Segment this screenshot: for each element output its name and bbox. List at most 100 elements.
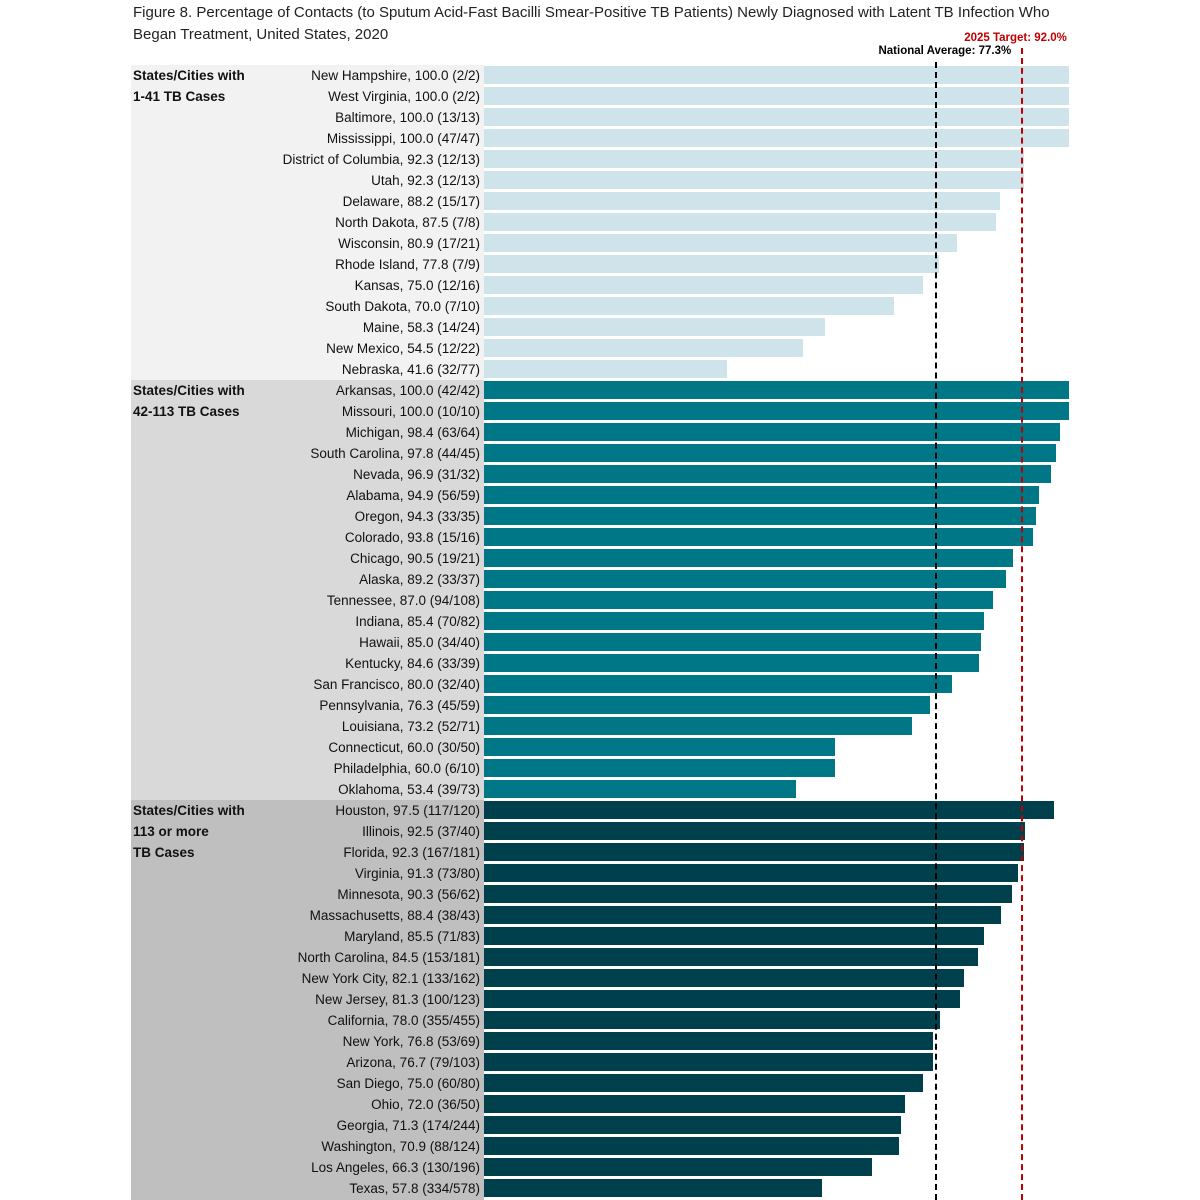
- group-label: States/Cities with: [133, 803, 245, 818]
- bar: [484, 549, 1014, 567]
- bar: [484, 150, 1024, 168]
- category-label: Ohio, 72.0 (36/50): [371, 1097, 480, 1112]
- group-label: 1-41 TB Cases: [133, 89, 226, 104]
- category-label: Wisconsin, 80.9 (17/21): [338, 236, 480, 251]
- category-label: Massachusetts, 88.4 (38/43): [309, 908, 480, 923]
- category-label: South Carolina, 97.8 (44/45): [310, 446, 480, 461]
- category-label: Houston, 97.5 (117/120): [335, 803, 480, 818]
- bar: [484, 129, 1069, 147]
- category-label: West Virginia, 100.0 (2/2): [328, 89, 480, 104]
- bar: [484, 381, 1069, 399]
- bar: [484, 633, 982, 651]
- category-label: Kansas, 75.0 (12/16): [354, 278, 480, 293]
- bar: [484, 759, 835, 777]
- bar: [484, 1158, 872, 1176]
- bar: [484, 1074, 923, 1092]
- group-panel: States/Cities with 113 or more TB Cases: [131, 800, 484, 1200]
- category-label: Illinois, 92.5 (37/40): [362, 824, 480, 839]
- category-label: Washington, 70.9 (88/124): [321, 1139, 480, 1154]
- category-label: New Hampshire, 100.0 (2/2): [311, 68, 480, 83]
- bar: [484, 1179, 823, 1197]
- bar: [484, 801, 1055, 819]
- bar: [484, 423, 1060, 441]
- category-label: Rhode Island, 77.8 (7/9): [335, 257, 480, 272]
- bar: [484, 696, 931, 714]
- category-label: Oregon, 94.3 (33/35): [354, 509, 480, 524]
- category-label: New York, 76.8 (53/69): [342, 1034, 480, 1049]
- bar: [484, 276, 923, 294]
- category-label: San Francisco, 80.0 (32/40): [313, 677, 480, 692]
- bar: [484, 570, 1006, 588]
- bar: [484, 990, 960, 1008]
- bar: [484, 906, 1002, 924]
- group-label: 42-113 TB Cases: [133, 404, 240, 419]
- category-label: Mississippi, 100.0 (47/47): [326, 131, 480, 146]
- category-label: Utah, 92.3 (12/13): [371, 173, 480, 188]
- bar: [484, 171, 1024, 189]
- category-label: Delaware, 88.2 (15/17): [342, 194, 480, 209]
- bar: [484, 1032, 934, 1050]
- bar: [484, 297, 894, 315]
- group-label: States/Cities with: [133, 383, 245, 398]
- category-label: Alaska, 89.2 (33/37): [359, 572, 480, 587]
- bar: [484, 234, 958, 252]
- bar: [484, 318, 826, 336]
- category-label: San Diego, 75.0 (60/80): [336, 1076, 480, 1091]
- group-label: States/Cities with: [133, 68, 245, 83]
- category-label: Philadelphia, 60.0 (6/10): [333, 761, 480, 776]
- bar: [484, 255, 940, 273]
- bar: [484, 507, 1036, 525]
- category-label: New Mexico, 54.5 (12/22): [326, 341, 480, 356]
- bar: [484, 87, 1069, 105]
- bar: [484, 108, 1069, 126]
- category-label: Texas, 57.8 (334/578): [349, 1181, 480, 1196]
- bar: [484, 213, 996, 231]
- group-label: TB Cases: [133, 845, 195, 860]
- target-label: 2025 Target: 92.0%: [964, 32, 1067, 44]
- category-label: South Dakota, 70.0 (7/10): [325, 299, 480, 314]
- category-label: North Carolina, 84.5 (153/181): [297, 950, 480, 965]
- bar: [484, 738, 835, 756]
- group-panel: States/Cities with 1-41 TB Cases: [131, 65, 484, 380]
- group-label: 113 or more: [133, 824, 209, 839]
- category-label: Chicago, 90.5 (19/21): [350, 551, 480, 566]
- chart-title: Figure 8. Percentage of Contacts (to Spu…: [133, 4, 1050, 43]
- category-label: Maine, 58.3 (14/24): [362, 320, 480, 335]
- bar: [484, 654, 979, 672]
- category-label: Oklahoma, 53.4 (39/73): [338, 782, 480, 797]
- bar: [484, 864, 1019, 882]
- category-label: Georgia, 71.3 (174/244): [336, 1118, 480, 1133]
- category-label: District of Columbia, 92.3 (12/13): [282, 152, 480, 167]
- category-label: Alabama, 94.9 (56/59): [346, 488, 480, 503]
- national-average-label: National Average: 77.3%: [878, 45, 1012, 57]
- bar: [484, 969, 965, 987]
- category-label: Arizona, 76.7 (79/103): [346, 1055, 480, 1070]
- bar: [484, 843, 1024, 861]
- bar: [484, 717, 913, 735]
- national-average-line: [935, 62, 938, 1200]
- bar: [484, 591, 993, 609]
- category-label: Missouri, 100.0 (10/10): [341, 404, 480, 419]
- category-label: Arkansas, 100.0 (42/42): [335, 383, 480, 398]
- bar: [484, 927, 985, 945]
- category-label: California, 78.0 (355/455): [327, 1013, 480, 1028]
- category-label: New Jersey, 81.3 (100/123): [315, 992, 480, 1007]
- bar: [484, 66, 1069, 84]
- category-label: Louisiana, 73.2 (52/71): [341, 719, 480, 734]
- category-label: Baltimore, 100.0 (13/13): [335, 110, 480, 125]
- bar: [484, 486, 1040, 504]
- bar: [484, 1095, 906, 1113]
- category-label: North Dakota, 87.5 (7/8): [335, 215, 480, 230]
- category-label: Florida, 92.3 (167/181): [343, 845, 480, 860]
- bar: [484, 402, 1069, 420]
- bar: [484, 1011, 941, 1029]
- category-label: Pennsylvania, 76.3 (45/59): [319, 698, 480, 713]
- bar: [484, 192, 1000, 210]
- category-label: Maryland, 85.5 (71/83): [344, 929, 480, 944]
- bar: [484, 780, 797, 798]
- bar: [484, 444, 1057, 462]
- target-line: [1021, 48, 1024, 1200]
- bar: [484, 360, 728, 378]
- bar: [484, 948, 979, 966]
- category-label: Connecticut, 60.0 (30/50): [328, 740, 480, 755]
